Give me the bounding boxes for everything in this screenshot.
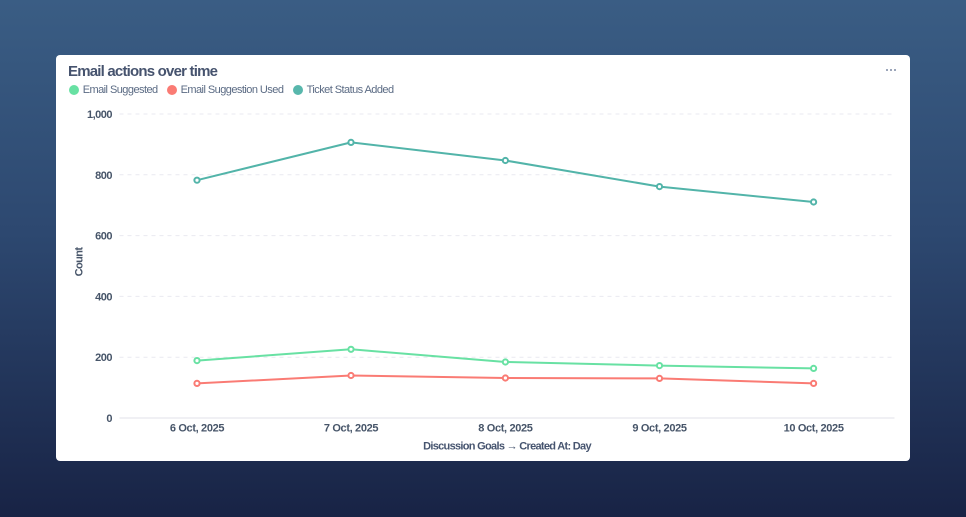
svg-text:6 Oct, 2025: 6 Oct, 2025 xyxy=(170,423,224,435)
svg-text:200: 200 xyxy=(95,352,112,364)
svg-text:9 Oct, 2025: 9 Oct, 2025 xyxy=(632,423,686,435)
svg-text:0: 0 xyxy=(106,413,112,425)
svg-text:8 Oct, 2025: 8 Oct, 2025 xyxy=(478,423,532,435)
svg-text:Discussion Goals → Created At:: Discussion Goals → Created At: Day xyxy=(423,441,592,453)
svg-text:800: 800 xyxy=(95,170,112,182)
svg-text:7 Oct, 2025: 7 Oct, 2025 xyxy=(324,423,378,435)
svg-text:400: 400 xyxy=(95,291,112,303)
svg-text:1,000: 1,000 xyxy=(87,109,112,121)
svg-text:Count: Count xyxy=(74,247,86,277)
svg-text:10 Oct, 2025: 10 Oct, 2025 xyxy=(784,423,844,435)
svg-text:600: 600 xyxy=(95,231,112,243)
